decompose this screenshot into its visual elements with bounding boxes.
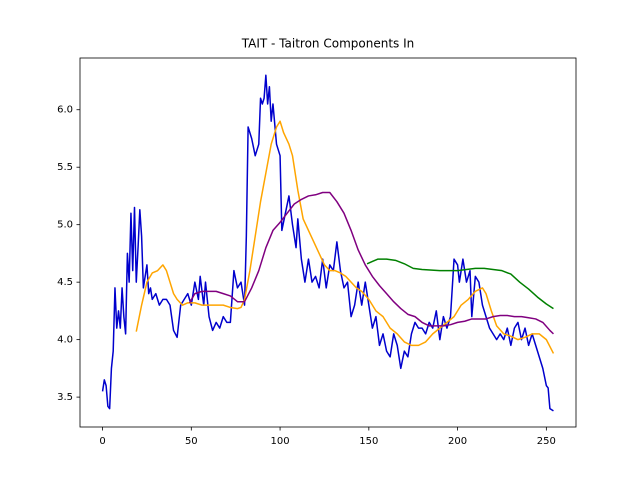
series-line — [101, 74, 554, 412]
y-tick-label: 4.0 — [57, 335, 73, 346]
y-tick-label: 5.0 — [57, 220, 73, 231]
plot-frame — [79, 57, 577, 428]
x-tick-label: 100 — [271, 436, 290, 447]
series-line — [366, 258, 554, 310]
x-tick-label: 200 — [448, 436, 467, 447]
x-tick-label: 0 — [99, 436, 105, 447]
y-tick-label: 5.5 — [57, 162, 73, 173]
x-tick-label: 150 — [359, 436, 378, 447]
x-tick-label: 250 — [537, 436, 556, 447]
chart-title: TAIT - Taitron Components In — [241, 37, 414, 51]
y-tick-label: 4.5 — [57, 277, 73, 288]
series-line — [188, 191, 554, 335]
y-tick-label: 3.5 — [57, 392, 73, 403]
series-line — [135, 120, 555, 354]
x-tick-label: 50 — [185, 436, 198, 447]
y-tick-label: 6.0 — [57, 105, 73, 116]
